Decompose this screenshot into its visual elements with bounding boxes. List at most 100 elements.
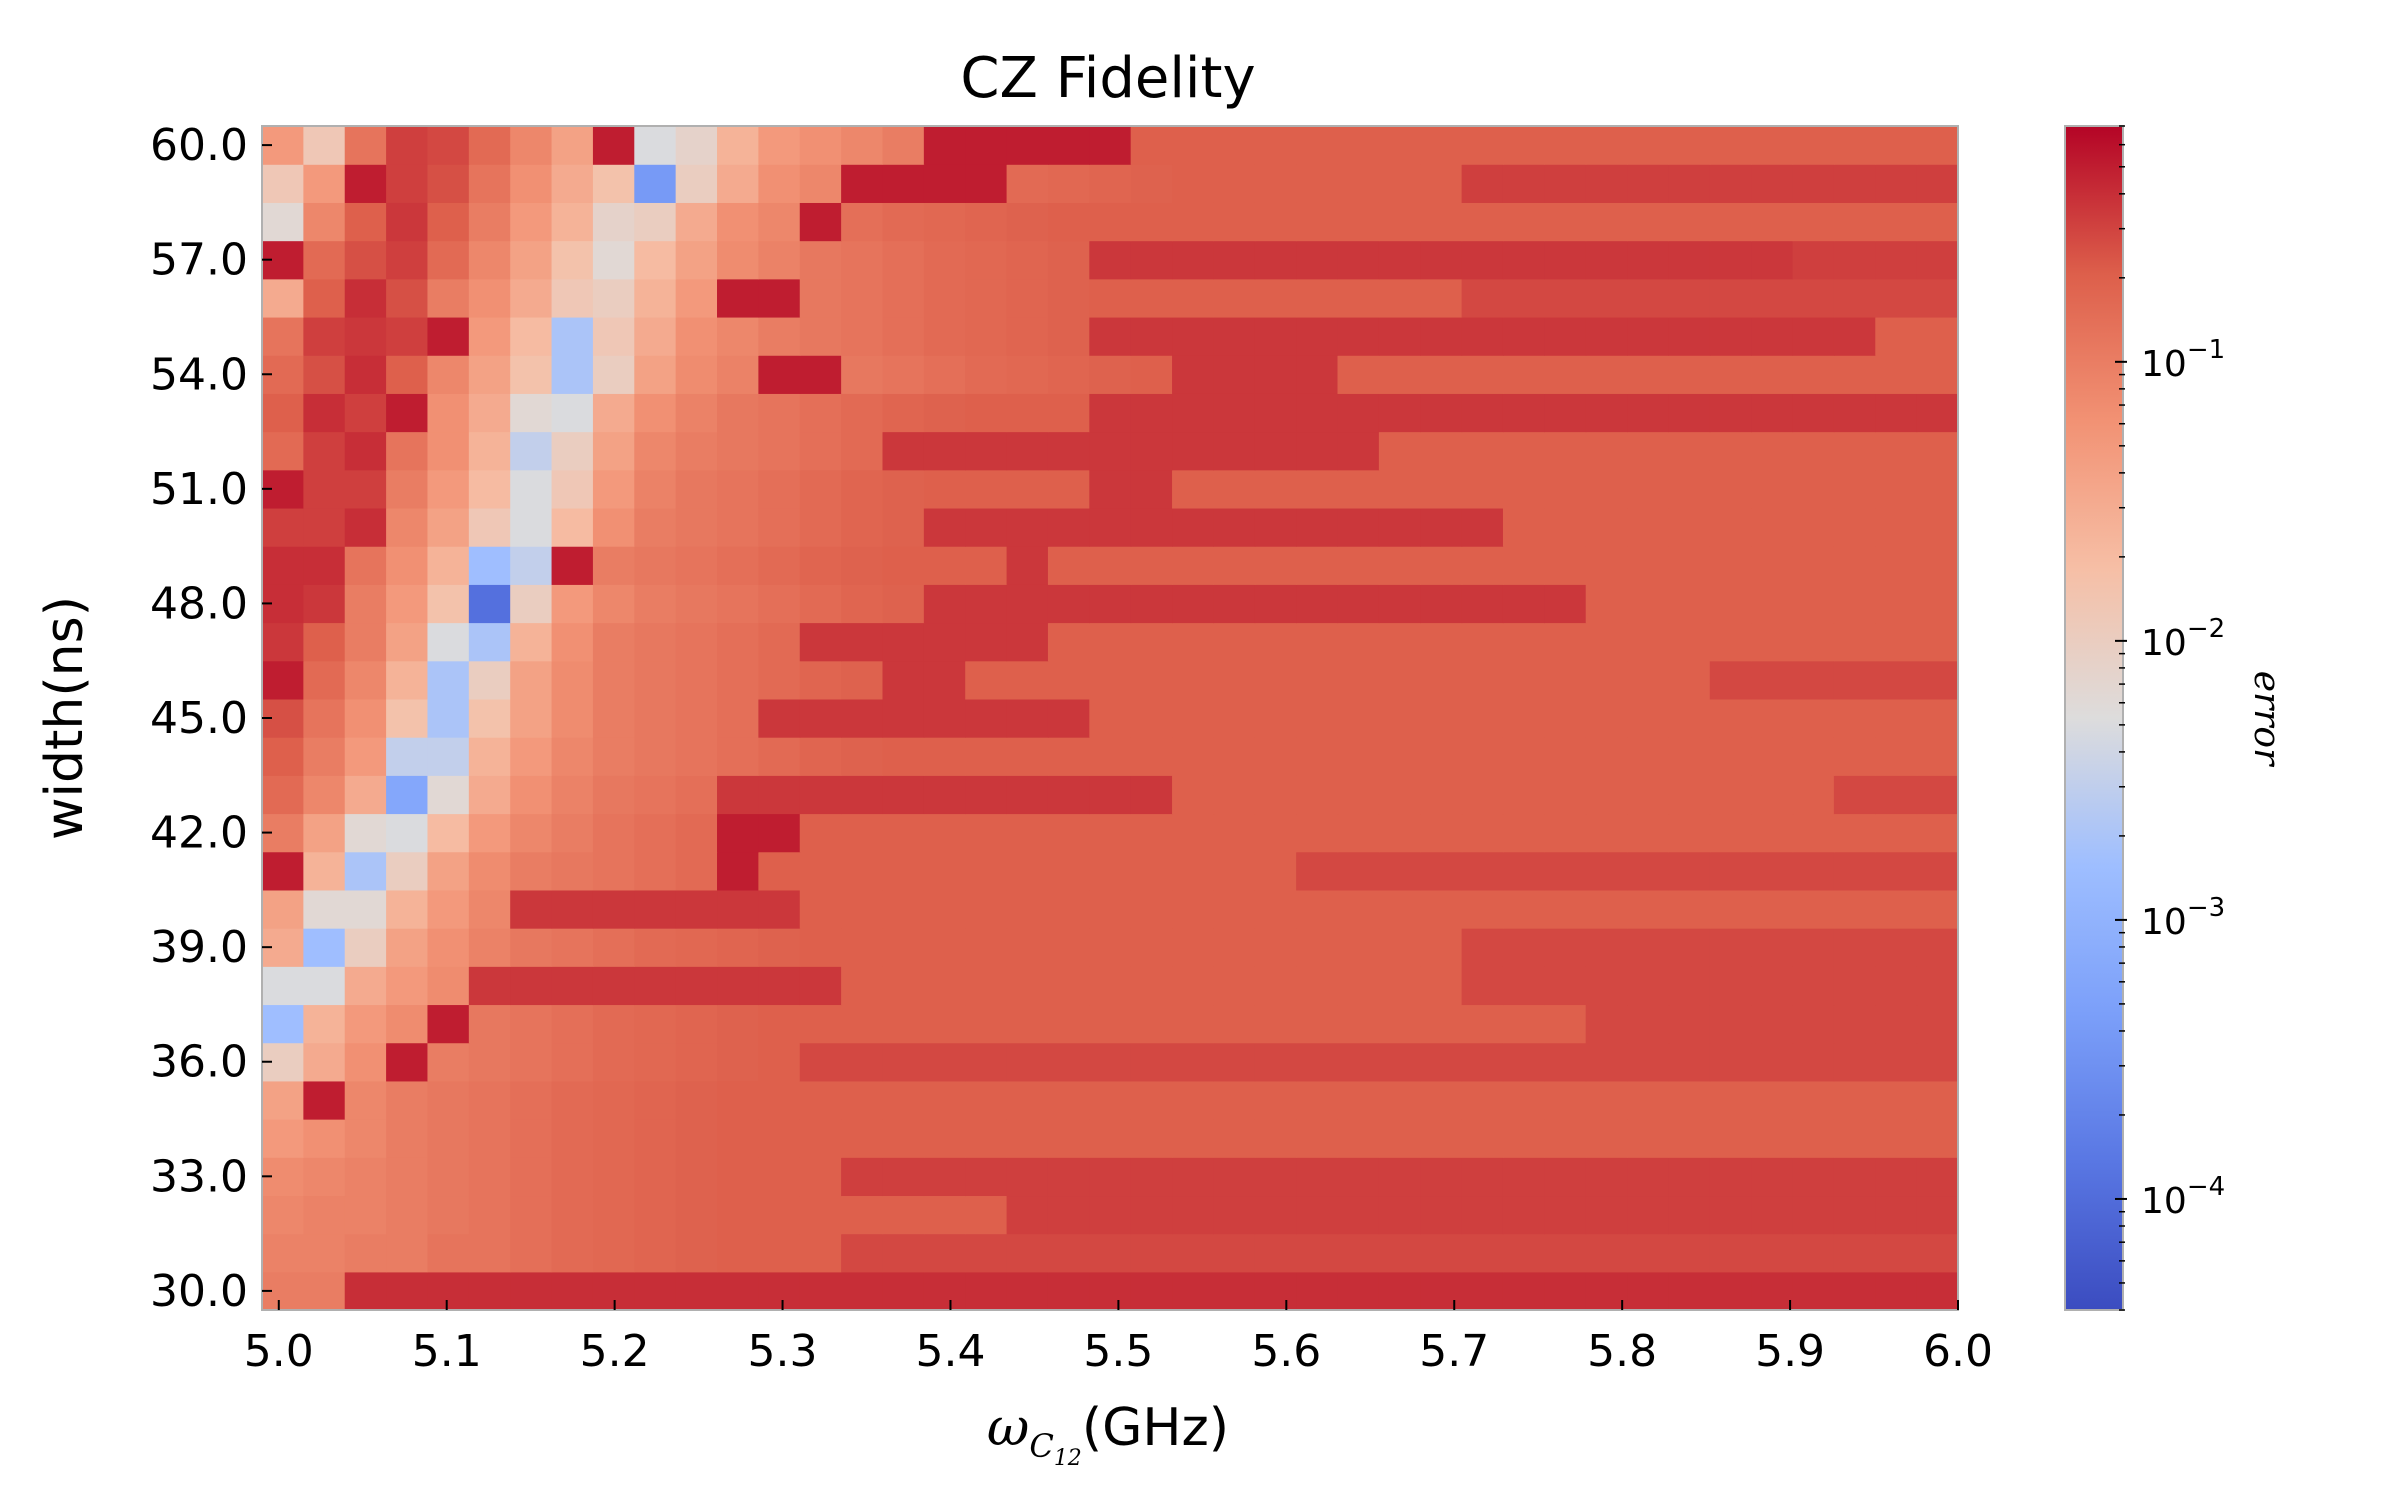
heatmap-cell	[1047, 1271, 1090, 1311]
heatmap-cell	[1585, 431, 1628, 471]
heatmap-cell	[799, 546, 842, 585]
heatmap-cell	[758, 584, 801, 624]
heatmap-cell	[551, 622, 594, 662]
heatmap-cell	[1130, 1119, 1173, 1158]
x-tick-label: 5.7	[1419, 1326, 1489, 1377]
heatmap-cell	[882, 622, 925, 662]
heatmap-cell	[1751, 393, 1794, 433]
heatmap-cell	[1916, 1080, 1959, 1120]
heatmap-cell	[1585, 966, 1628, 1006]
heatmap-cell	[1254, 928, 1297, 967]
heatmap-cell	[262, 660, 304, 700]
heatmap-cell	[1130, 546, 1173, 585]
heatmap-cell	[1627, 126, 1670, 165]
heatmap-cell	[1047, 889, 1090, 929]
heatmap-cell	[1833, 278, 1876, 318]
heatmap-cell	[1751, 928, 1794, 967]
heatmap-cell	[799, 928, 842, 967]
heatmap-cell	[1047, 1195, 1090, 1235]
heatmap-cell	[1172, 813, 1215, 853]
heatmap-cell	[1627, 1195, 1670, 1235]
heatmap-cell	[923, 889, 966, 929]
heatmap-cell	[1792, 889, 1835, 929]
heatmap-cell	[1378, 1157, 1421, 1197]
heatmap-cell	[1751, 316, 1794, 356]
heatmap-cell	[841, 1080, 884, 1120]
heatmap-cell	[1668, 469, 1711, 509]
heatmap-cell	[1254, 1004, 1297, 1044]
heatmap-cell	[386, 1004, 429, 1044]
heatmap-cell	[1627, 622, 1670, 662]
heatmap-cell	[1709, 1157, 1752, 1197]
heatmap-cell	[717, 737, 759, 776]
heatmap-cell	[1916, 355, 1959, 394]
heatmap-cell	[841, 1195, 884, 1235]
heatmap-cell	[510, 813, 553, 853]
heatmap-cell	[841, 393, 884, 433]
heatmap-cell	[1420, 1271, 1463, 1311]
heatmap-cell	[1544, 1157, 1587, 1197]
heatmap-cell	[1751, 278, 1794, 318]
heatmap-cell	[1792, 1233, 1835, 1273]
heatmap-cell	[344, 1119, 387, 1158]
heatmap-cell	[799, 851, 842, 891]
heatmap-cell	[1378, 966, 1421, 1006]
heatmap-cell	[1420, 278, 1463, 318]
heatmap-cell	[1172, 164, 1215, 203]
heatmap-cell	[1668, 775, 1711, 815]
heatmap-cell	[510, 1271, 553, 1311]
heatmap-cell	[634, 507, 677, 547]
heatmap-cell	[1668, 546, 1711, 585]
heatmap-cell	[1461, 393, 1504, 433]
heatmap-cell	[427, 622, 470, 662]
heatmap-cell	[592, 1004, 635, 1044]
heatmap-cell	[1461, 1157, 1504, 1197]
heatmap-cell	[551, 1195, 594, 1235]
heatmap-cell	[592, 546, 635, 585]
heatmap-cell	[1130, 126, 1173, 165]
heatmap-cell	[965, 1233, 1008, 1273]
heatmap-cell	[923, 278, 966, 318]
heatmap-cell	[841, 584, 884, 624]
heatmap-cell	[510, 660, 553, 700]
heatmap-cell	[1916, 393, 1959, 433]
heatmap-cell	[882, 1080, 925, 1120]
heatmap-cell	[1254, 584, 1297, 624]
heatmap-cell	[592, 202, 635, 242]
heatmap-cell	[717, 660, 759, 700]
heatmap-cell	[1420, 1195, 1463, 1235]
heatmap-cell	[1254, 278, 1297, 318]
heatmap-cell	[1089, 1195, 1132, 1235]
heatmap-cell	[1792, 622, 1835, 662]
heatmap-cell	[1420, 316, 1463, 356]
heatmap-cell	[1627, 660, 1670, 700]
heatmap-cell	[1130, 698, 1173, 738]
heatmap-cell	[1337, 240, 1380, 280]
heatmap-cell	[468, 546, 511, 585]
heatmap-cell	[468, 278, 511, 318]
heatmap-cell	[841, 928, 884, 967]
heatmap-cell	[1461, 469, 1504, 509]
heatmap-cell	[1544, 889, 1587, 929]
heatmap-cell	[634, 164, 677, 203]
heatmap-cell	[1254, 698, 1297, 738]
heatmap-cell	[717, 431, 759, 471]
heatmap-cell	[1751, 660, 1794, 700]
heatmap-cell	[1544, 775, 1587, 815]
heatmap-cell	[634, 889, 677, 929]
heatmap-cell	[1296, 775, 1339, 815]
x-axis-title: ωC12(GHz)	[987, 1398, 1229, 1471]
heatmap-cell	[675, 660, 718, 700]
colorbar-tick-label: 10−4	[2141, 1172, 2225, 1222]
heatmap-cell	[1089, 660, 1132, 700]
heatmap-cell	[1627, 431, 1670, 471]
heatmap-cell	[1378, 202, 1421, 242]
heatmap-cell	[965, 393, 1008, 433]
heatmap-cell	[1172, 278, 1215, 318]
heatmap-cell	[1751, 622, 1794, 662]
heatmap-cell	[1668, 164, 1711, 203]
heatmap-cell	[841, 1271, 884, 1311]
heatmap-cell	[1502, 813, 1545, 853]
heatmap-cell	[427, 507, 470, 547]
